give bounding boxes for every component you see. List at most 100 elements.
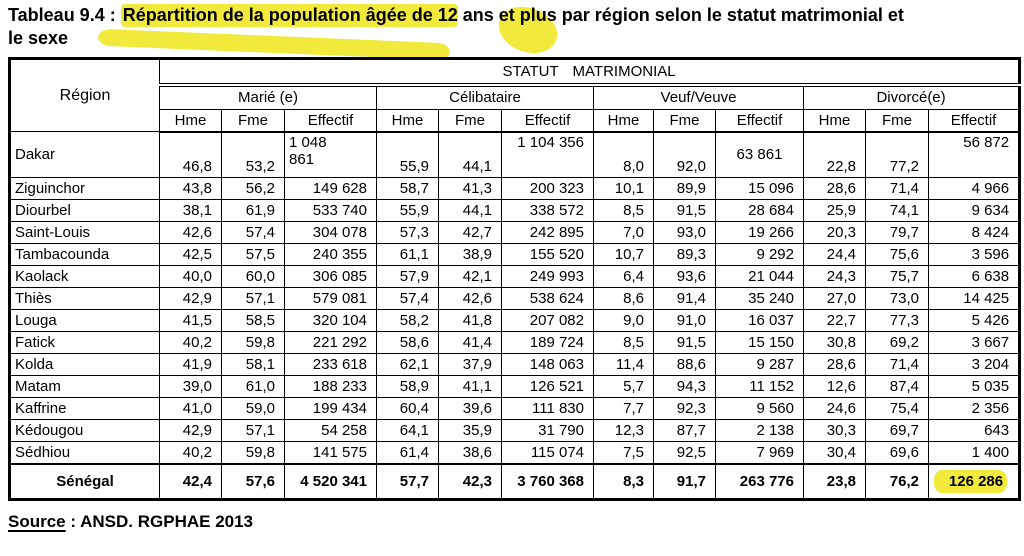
value-cell: 74,1 xyxy=(865,199,929,222)
value-cell: 89,3 xyxy=(653,243,716,266)
value-cell: 87,4 xyxy=(865,375,929,398)
group-header-celibataire: Célibataire xyxy=(376,84,594,110)
value-cell: 38,6 xyxy=(438,441,502,464)
value-cell: 63 861 xyxy=(715,131,804,178)
source-text: : ANSD. RGPHAE 2013 xyxy=(65,512,254,531)
value-cell: 43,8 xyxy=(159,177,222,200)
value-cell: 64,1 xyxy=(376,419,439,442)
value-cell: 306 085 xyxy=(284,265,377,288)
value-cell: 9 560 xyxy=(715,397,804,420)
value-cell: 148 063 xyxy=(501,353,594,376)
value-cell: 77,3 xyxy=(865,309,929,332)
table-row: Diourbel 38,1 61,9 533 740 55,9 44,1 338 572 8,… xyxy=(9,199,1021,222)
value-cell: 30,4 xyxy=(803,441,866,464)
source-line: Source : ANSD. RGPHAE 2013 xyxy=(8,512,253,532)
table-row: Fatick 40,2 59,8 221 292 58,6 41,4 189 724 8,5 9… xyxy=(9,331,1021,354)
value-cell: 87,7 xyxy=(653,419,716,442)
value-cell: 16 037 xyxy=(715,309,804,332)
value-cell: 40,2 xyxy=(159,441,222,464)
value-cell: 233 618 xyxy=(284,353,377,376)
region-label: Dakar xyxy=(9,131,160,178)
value-cell: 31 790 xyxy=(501,419,594,442)
value-cell: 533 740 xyxy=(284,199,377,222)
value-cell: 89,9 xyxy=(653,177,716,200)
subheader-hme: Hme xyxy=(593,109,654,133)
value-cell: 69,2 xyxy=(865,331,929,354)
subheader-fme: Fme xyxy=(438,109,502,133)
value-cell: 7,7 xyxy=(593,397,654,420)
value-cell: 93,0 xyxy=(653,221,716,244)
value-cell: 8 424 xyxy=(927,221,1021,244)
value-cell: 338 572 xyxy=(501,199,594,222)
value-cell: 221 292 xyxy=(284,331,377,354)
value-cell: 41,8 xyxy=(438,309,502,332)
value-cell: 42,1 xyxy=(438,265,502,288)
value-cell: 8,3 xyxy=(593,462,654,500)
value-cell: 8,0 xyxy=(593,131,654,178)
group-header-marie: Marié (e) xyxy=(159,84,377,110)
table-row: Sédhiou 40,2 59,8 141 575 61,4 38,6 115 074 7,5… xyxy=(9,441,1021,464)
value-cell: 94,3 xyxy=(653,375,716,398)
region-label: Tambacounda xyxy=(9,243,160,266)
region-column-header: Région xyxy=(9,58,160,132)
value-cell: 9 634 xyxy=(927,199,1021,222)
value-cell: 126 521 xyxy=(501,375,594,398)
value-cell: 61,0 xyxy=(221,375,285,398)
value-cell: 30,8 xyxy=(803,331,866,354)
value-cell: 5 426 xyxy=(927,309,1021,332)
subheader-effectif: Effectif xyxy=(284,109,377,133)
value-cell: 9 292 xyxy=(715,243,804,266)
value-cell: 42,4 xyxy=(159,462,222,500)
value-cell: 27,0 xyxy=(803,287,866,310)
value-cell: 91,5 xyxy=(653,331,716,354)
title-suffix: ans et plus par région selon le statut m… xyxy=(8,5,904,48)
value-cell: 91,4 xyxy=(653,287,716,310)
subheader-hme: Hme xyxy=(803,109,866,133)
value-cell: 126 286 xyxy=(927,462,1021,500)
value-cell: 199 434 xyxy=(284,397,377,420)
value-cell: 3 667 xyxy=(927,331,1021,354)
value-cell: 71,4 xyxy=(865,177,929,200)
region-label: Sédhiou xyxy=(9,441,160,464)
value-cell: 76,2 xyxy=(865,462,929,500)
value-cell: 12,3 xyxy=(593,419,654,442)
value-cell: 44,1 xyxy=(438,131,502,178)
value-cell: 57,1 xyxy=(221,419,285,442)
value-cell: 3 760 368 xyxy=(501,462,594,500)
value-cell: 40,0 xyxy=(159,265,222,288)
value-cell: 141 575 xyxy=(284,441,377,464)
value-cell: 57,5 xyxy=(221,243,285,266)
region-label: Saint-Louis xyxy=(9,221,160,244)
value-cell: 93,6 xyxy=(653,265,716,288)
table-row: Kédougou 42,9 57,1 54 258 64,1 35,9 31 790 12,3… xyxy=(9,419,1021,442)
value-cell: 60,0 xyxy=(221,265,285,288)
region-label: Matam xyxy=(9,375,160,398)
table-row: Ziguinchor 43,8 56,2 149 628 58,7 41,3 200 323… xyxy=(9,177,1021,200)
value-cell: 3 596 xyxy=(927,243,1021,266)
group-header-divorce: Divorcé(e) xyxy=(802,84,1021,110)
subheader-effectif: Effectif xyxy=(927,109,1021,133)
value-cell: 304 078 xyxy=(284,221,377,244)
region-label: Ziguinchor xyxy=(9,177,160,200)
value-cell: 24,3 xyxy=(803,265,866,288)
value-cell: 61,1 xyxy=(376,243,439,266)
value-cell: 88,6 xyxy=(653,353,716,376)
value-cell: 41,0 xyxy=(159,397,222,420)
value-cell: 30,3 xyxy=(803,419,866,442)
subheader-fme: Fme xyxy=(653,109,716,133)
value-cell: 91,0 xyxy=(653,309,716,332)
group-header-veuf: Veuf/Veuve xyxy=(593,84,804,110)
value-cell: 92,0 xyxy=(653,131,716,178)
value-cell: 39,0 xyxy=(159,375,222,398)
title-block: Tableau 9.4 : Répartition de la populati… xyxy=(0,0,1024,61)
value-cell: 6,4 xyxy=(593,265,654,288)
value-cell: 28,6 xyxy=(803,177,866,200)
value-cell: 249 993 xyxy=(501,265,594,288)
population-table: Région STATUT MATRIMONIAL Marié (e) Céli… xyxy=(8,57,1022,501)
value-cell: 41,3 xyxy=(438,177,502,200)
value-cell: 2 138 xyxy=(715,419,804,442)
value-cell: 22,7 xyxy=(803,309,866,332)
table-body: Dakar 46,8 53,2 1 048 861 55,9 44,1 1 104 356 8… xyxy=(9,131,1021,500)
statut-matrimonial-header: STATUT MATRIMONIAL xyxy=(158,58,1021,87)
value-cell: 91,5 xyxy=(653,199,716,222)
